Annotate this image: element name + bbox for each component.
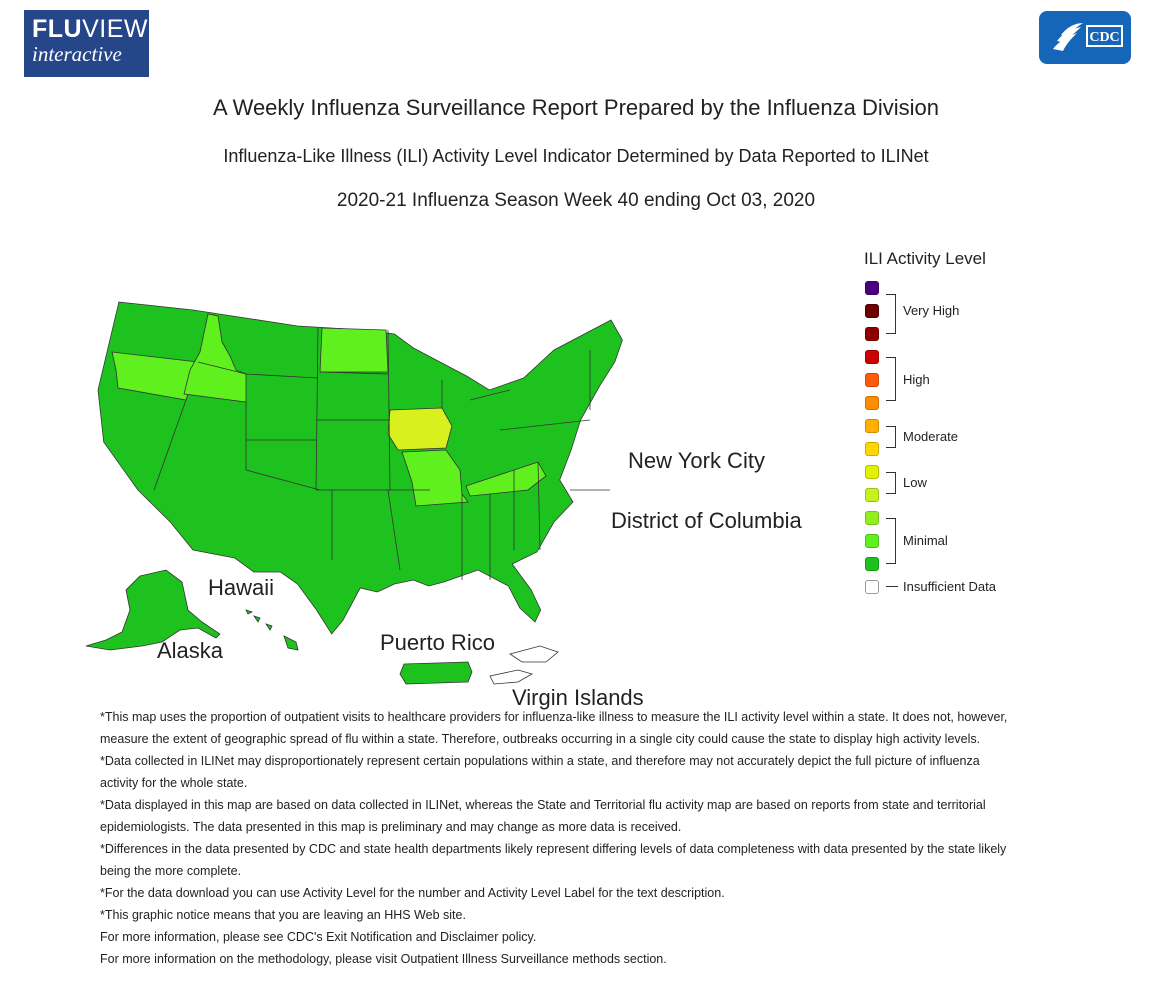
logo-text-flu: FLU (32, 15, 83, 43)
hhs-eagle-icon (1053, 23, 1083, 51)
page-subtitle: Influenza-Like Illness (ILI) Activity Le… (223, 146, 929, 166)
label-new-york-city: New York City (628, 448, 765, 473)
legend-title: ILI Activity Level (864, 249, 986, 268)
footnote: *Differences in the data presented by CD… (100, 842, 1007, 878)
season-week-label: 2020-21 Influenza Season Week 40 ending … (336, 190, 816, 211)
legend-label-high: High (903, 372, 930, 387)
label-hawaii: Hawaii (208, 575, 275, 600)
page-title: A Weekly Influenza Surveillance Report P… (213, 95, 939, 120)
state-borders (153, 327, 610, 580)
legend-swatch (865, 419, 879, 433)
state-iowa[interactable] (387, 407, 453, 451)
state-missouri[interactable] (401, 449, 469, 507)
footnote: *Data displayed in this map are based on… (100, 798, 986, 834)
fluview-logo[interactable]: FLUVIEW interactive (24, 10, 149, 77)
footnote: *This graphic notice means that you are … (100, 908, 466, 922)
legend-label-low: Low (903, 475, 927, 490)
territory-puerto-rico[interactable] (399, 661, 473, 685)
legend-label-very-high: Very High (903, 303, 960, 318)
legend-swatch (865, 327, 879, 341)
legend-swatch (865, 511, 879, 525)
legend-swatch (865, 373, 879, 387)
legend-bracket-moderate (886, 426, 896, 448)
state-kentucky[interactable] (465, 461, 547, 497)
cdc-logo-text: CDC (1086, 25, 1123, 47)
legend-label-moderate: Moderate (903, 429, 958, 444)
legend-swatch (865, 304, 879, 318)
cdc-logo[interactable]: CDC (1039, 11, 1131, 64)
footnote: *For the data download you can use Activ… (100, 886, 725, 900)
territory-virgin-islands[interactable] (489, 645, 559, 685)
footnote: *This map uses the proportion of outpati… (100, 710, 1008, 746)
legend-swatch (865, 465, 879, 479)
state-north-dakota[interactable] (319, 327, 389, 373)
legend-swatch (865, 534, 879, 548)
footnote-exit-notification-link[interactable]: For more information, please see CDC's E… (100, 930, 537, 944)
footnote-methods-link[interactable]: For more information on the methodology,… (100, 952, 667, 966)
footnotes: *This map uses the proportion of outpati… (100, 706, 1010, 970)
label-virgin-islands: Virgin Islands (512, 685, 644, 710)
legend-bracket-minimal (886, 518, 896, 564)
legend-swatch (865, 350, 879, 364)
legend-swatch (865, 580, 879, 594)
logo-text-view: VIEW (82, 15, 149, 43)
legend-swatch (865, 281, 879, 295)
footnote: *Data collected in ILINet may disproport… (100, 754, 980, 790)
legend-bracket-very-high (886, 294, 896, 334)
legend-label-insufficient-data: Insufficient Data (903, 579, 996, 594)
state-hawaii[interactable] (245, 609, 299, 651)
legend-swatch (865, 557, 879, 571)
logo-text-interactive: interactive (32, 42, 122, 66)
legend-dash-insufficient (886, 586, 898, 587)
legend-swatch (865, 396, 879, 410)
legend-bracket-high (886, 357, 896, 401)
us-ili-activity-map (70, 290, 681, 705)
legend-swatch (865, 442, 879, 456)
state-alaska[interactable] (85, 569, 221, 651)
label-district-of-columbia: District of Columbia (611, 508, 802, 533)
label-puerto-rico: Puerto Rico (380, 630, 495, 655)
map-svg (85, 301, 681, 685)
legend-swatch (865, 488, 879, 502)
label-alaska: Alaska (157, 638, 224, 663)
legend-bracket-low (886, 472, 896, 494)
legend-label-minimal: Minimal (903, 533, 948, 548)
